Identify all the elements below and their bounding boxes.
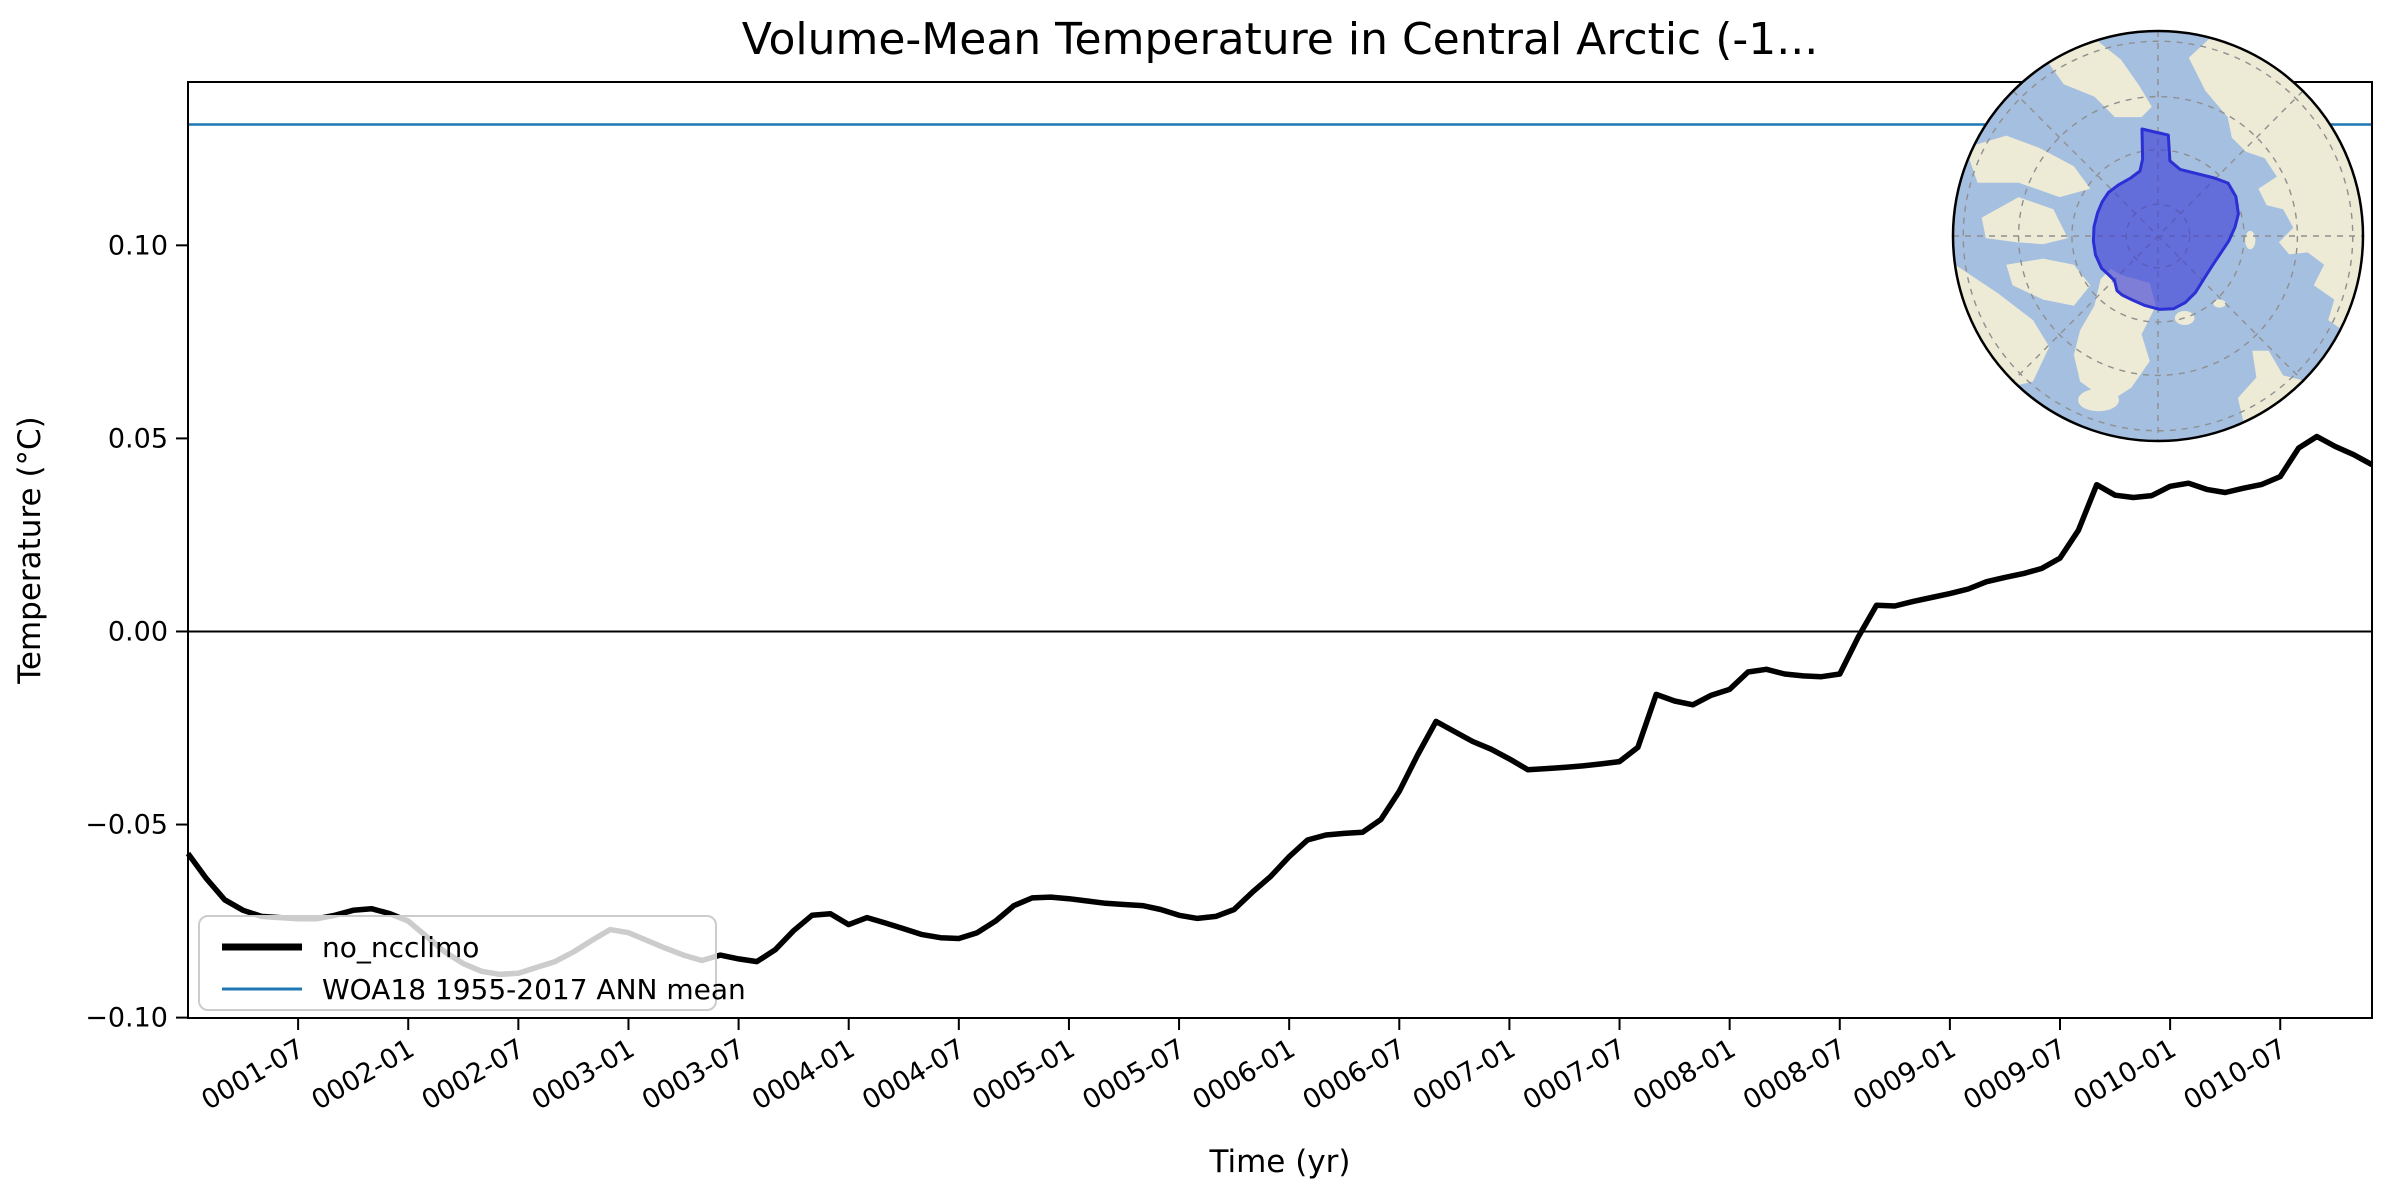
y-tick-label: −0.10 [85,1003,168,1034]
x-tick-label: 0002-01 [307,1033,420,1116]
y-tick-label: 0.00 [108,616,168,647]
x-tick-label: 0006-01 [1187,1033,1300,1116]
x-tick-label: 0009-07 [1958,1033,2071,1116]
y-tick-label: −0.05 [85,810,168,841]
arctic-inset-map [1951,29,2365,443]
chart-title: Volume-Mean Temperature in Central Arcti… [742,14,1818,65]
x-tick-label: 0008-07 [1738,1033,1851,1116]
x-tick-label: 0003-01 [527,1033,640,1116]
y-axis-label: Temperature (°C) [12,416,48,685]
x-tick-label: 0003-07 [637,1033,750,1116]
legend-label-woa18: WOA18 1955-2017 ANN mean [322,973,746,1006]
x-tick-label: 0010-01 [2068,1033,2181,1116]
land-canada-island-2 [2006,258,2091,306]
map-edge-circle [1951,29,2365,443]
island-iceland [2078,388,2120,412]
y-tick-label: 0.05 [108,423,168,454]
x-tick-label: 0010-07 [2179,1033,2292,1116]
x-tick-label: 0005-07 [1077,1033,1190,1116]
x-tick-label: 0009-01 [1848,1033,1961,1116]
x-tick-label: 0006-07 [1298,1033,1411,1116]
land-canada-island-north [1965,135,2091,198]
central-arctic-region [2091,127,2240,311]
axes-frame [187,81,2373,1019]
legend-box [198,915,717,1011]
x-tick-label: 0002-07 [417,1033,530,1116]
x-axis-label: Time (yr) [1209,1144,1351,1180]
x-tick-label: 0004-07 [857,1033,970,1116]
legend: no_ncclimo WOA18 1955-2017 ANN mean [198,915,746,1011]
y-tick-label: 0.10 [108,230,168,261]
island-severnaya-zemlya [2245,230,2256,250]
land-canada-island-1 [1981,197,2068,245]
island-svalbard [2174,311,2195,325]
x-tick-label: 0005-01 [967,1033,1080,1116]
x-tick-label: 0004-01 [747,1033,860,1116]
x-tick-label: 0008-01 [1628,1033,1741,1116]
x-tick-label: 0001-07 [196,1033,309,1116]
series-no-ncclimo [185,433,2374,978]
legend-label-no-ncclimo: no_ncclimo [322,931,479,964]
x-tick-label: 0007-07 [1518,1033,1631,1116]
x-tick-label: 0007-01 [1408,1033,1521,1116]
island-franz-josef-land [2213,299,2226,308]
